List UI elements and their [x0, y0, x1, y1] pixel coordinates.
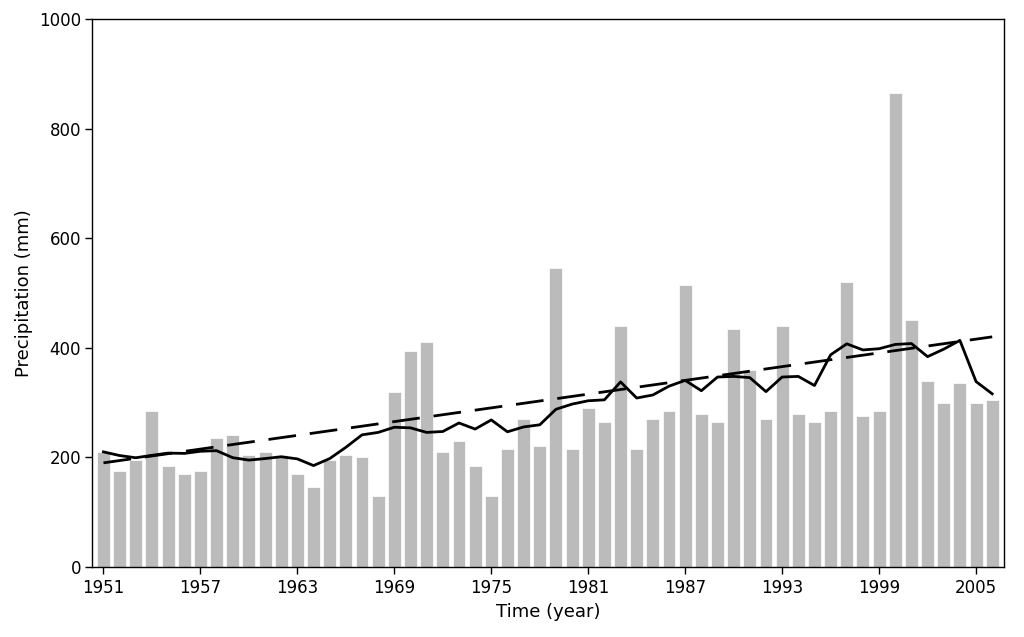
Bar	[162, 466, 174, 567]
Bar	[307, 487, 319, 567]
Bar	[743, 369, 757, 567]
Bar	[226, 436, 240, 567]
Bar	[792, 413, 805, 567]
Bar	[646, 419, 659, 567]
Bar	[760, 419, 772, 567]
Bar	[841, 282, 853, 567]
Bar	[291, 474, 304, 567]
Bar	[727, 329, 740, 567]
Bar	[889, 93, 902, 567]
Bar	[711, 422, 724, 567]
Bar	[517, 419, 530, 567]
Bar	[259, 452, 271, 567]
Bar	[970, 403, 982, 567]
Bar	[872, 411, 886, 567]
Bar	[324, 460, 336, 567]
Bar	[598, 422, 611, 567]
Bar	[501, 449, 514, 567]
Bar	[436, 452, 450, 567]
X-axis label: Time (year): Time (year)	[496, 603, 600, 621]
Bar	[388, 392, 400, 567]
Bar	[194, 471, 207, 567]
Bar	[178, 474, 190, 567]
Bar	[97, 452, 110, 567]
Bar	[129, 460, 142, 567]
Bar	[469, 466, 481, 567]
Bar	[808, 422, 821, 567]
Bar	[550, 268, 562, 567]
Bar	[339, 455, 352, 567]
Bar	[663, 411, 676, 567]
Bar	[355, 457, 369, 567]
Bar	[986, 400, 998, 567]
Bar	[565, 449, 579, 567]
Bar	[922, 381, 934, 567]
Bar	[679, 285, 691, 567]
Bar	[614, 326, 627, 567]
Bar	[534, 447, 546, 567]
Bar	[243, 455, 255, 567]
Bar	[210, 438, 223, 567]
Bar	[630, 449, 643, 567]
Bar	[372, 496, 385, 567]
Bar	[274, 455, 288, 567]
Bar	[905, 320, 918, 567]
Bar	[937, 403, 950, 567]
Bar	[824, 411, 837, 567]
Bar	[776, 326, 788, 567]
Bar	[145, 411, 159, 567]
Bar	[453, 441, 466, 567]
Bar	[484, 496, 498, 567]
Bar	[856, 417, 869, 567]
Bar	[582, 408, 595, 567]
Bar	[404, 350, 417, 567]
Bar	[695, 413, 708, 567]
Bar	[114, 471, 126, 567]
Y-axis label: Precipitation (mm): Precipitation (mm)	[15, 209, 34, 377]
Bar	[420, 342, 433, 567]
Bar	[953, 383, 967, 567]
